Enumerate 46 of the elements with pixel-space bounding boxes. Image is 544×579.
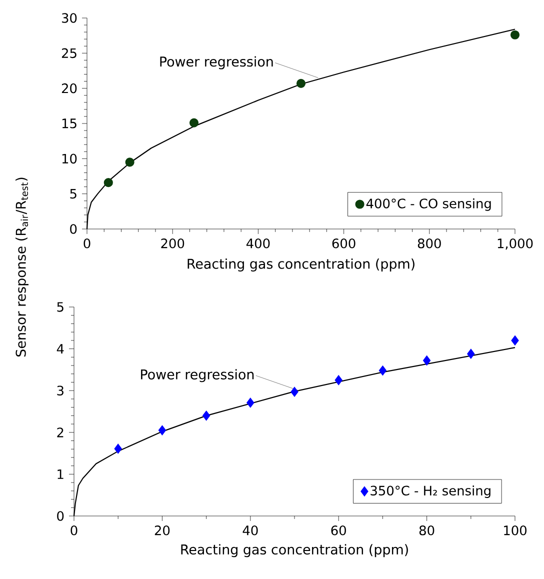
annotation: Power regression [141,369,254,382]
x-tick-label: 1,000 [498,238,533,250]
point [378,366,386,376]
x-tick-label: 600 [332,238,356,248]
x-axis-title: Reacting gas concentration (ppm) [188,258,414,272]
point [510,30,520,40]
y-tick-label: 2 [57,428,64,438]
point [467,348,475,359]
x-tick-label: 100 [504,526,526,536]
point [296,78,306,88]
x-tick-label: 400 [246,238,270,248]
point [202,410,210,421]
point [290,387,298,397]
point [511,336,519,346]
point [114,444,122,454]
point [158,425,166,436]
x-tick-label: 40 [242,526,258,536]
point [125,158,134,167]
y-tick-label: 20 [62,83,77,94]
x-tick-label: 80 [419,526,434,536]
point [104,178,113,188]
y-tick-label: 0 [57,511,64,521]
annotation: Power regression [160,56,273,70]
point [423,356,431,366]
x-tick-label: 800 [418,238,441,248]
point [334,375,342,385]
x-axis-title: Reacting gas concentration (ppm) [181,544,408,558]
x-tick-label: 0 [84,238,90,248]
y-tick-label: 3 [57,386,64,396]
y-tick-label: 30 [62,13,77,23]
y-tick-label: 25 [62,48,76,58]
point [189,118,199,128]
y-axis-title: Sensor response (R$_{air}$/R$_{test}$) [16,178,28,356]
legend-label: 350°C - H₂ sensing [370,485,490,498]
y-tick-label: 10 [62,154,77,164]
y-tick-label: 5 [57,302,64,312]
y-tick-label: 15 [62,118,76,128]
point [246,398,254,408]
y-tick-label: 0 [70,224,77,234]
x-tick-label: 60 [331,526,346,536]
y-tick-label: 1 [58,469,64,479]
x-tick-label: 200 [161,238,184,248]
y-tick-label: 5 [70,189,76,199]
y-tick-label: 4 [56,344,64,354]
x-tick-label: 20 [154,526,170,536]
legend-label: 400°C - CO sensing [366,198,491,211]
